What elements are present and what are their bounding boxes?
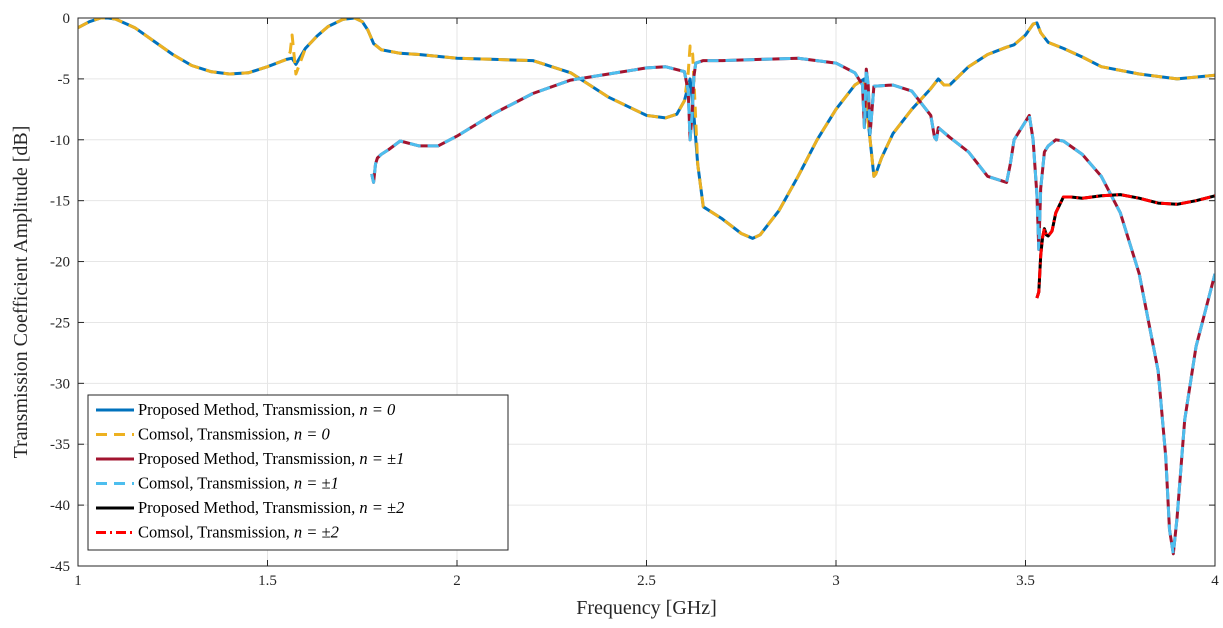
- legend-box: [87, 394, 509, 551]
- x-tick-label: 2.5: [637, 573, 656, 589]
- legend-entry: Proposed Method, Transmission, n = ±1: [138, 449, 404, 468]
- y-tick-label: -40: [50, 498, 70, 514]
- series-layer: [78, 18, 1215, 556]
- x-tick-label: 3: [832, 573, 840, 589]
- y-tick-label: -25: [50, 315, 70, 331]
- series-line-4: [370, 56, 1215, 556]
- y-tick-label: -15: [50, 194, 70, 210]
- series-line-6: [1035, 193, 1215, 299]
- x-tick-label: 2: [453, 573, 461, 589]
- legend: Proposed Method, Transmission, n = 0 Coms…: [87, 394, 509, 551]
- legend-entry: Comsol, Transmission, n = 0: [138, 425, 331, 444]
- x-tick-label: 1.5: [258, 573, 277, 589]
- y-tick-label: -35: [50, 437, 70, 453]
- y-tick-label: -30: [50, 376, 70, 392]
- y-tick-label: -5: [58, 72, 71, 88]
- legend-entry: Proposed Method, Transmission, n = ±2: [138, 498, 404, 517]
- y-tick-label: -10: [50, 133, 70, 149]
- y-tick-label: -20: [50, 255, 70, 271]
- x-tick-label: 1: [74, 573, 82, 589]
- x-axis-label: Frequency [GHz]: [576, 597, 717, 619]
- y-axis-label: Transmission Coefficient Amplitude [dB]: [10, 126, 32, 459]
- series-line-2: [78, 18, 1215, 240]
- axis-ticks: 1 1.5 2 2.5 3 3.5 4 0 -5 -10 -15 -20 -25 -30 -35 -40 -45: [50, 11, 1219, 589]
- x-tick-label: 3.5: [1016, 573, 1035, 589]
- y-tick-label: 0: [63, 11, 71, 27]
- legend-entry: Comsol, Transmission, n = ±2: [138, 523, 339, 542]
- legend-entry: Comsol, Transmission, n = ±1: [138, 474, 339, 493]
- y-tick-label: -45: [50, 559, 70, 575]
- legend-entry: Proposed Method, Transmission, n = 0: [138, 400, 396, 419]
- x-tick-label: 4: [1211, 573, 1219, 589]
